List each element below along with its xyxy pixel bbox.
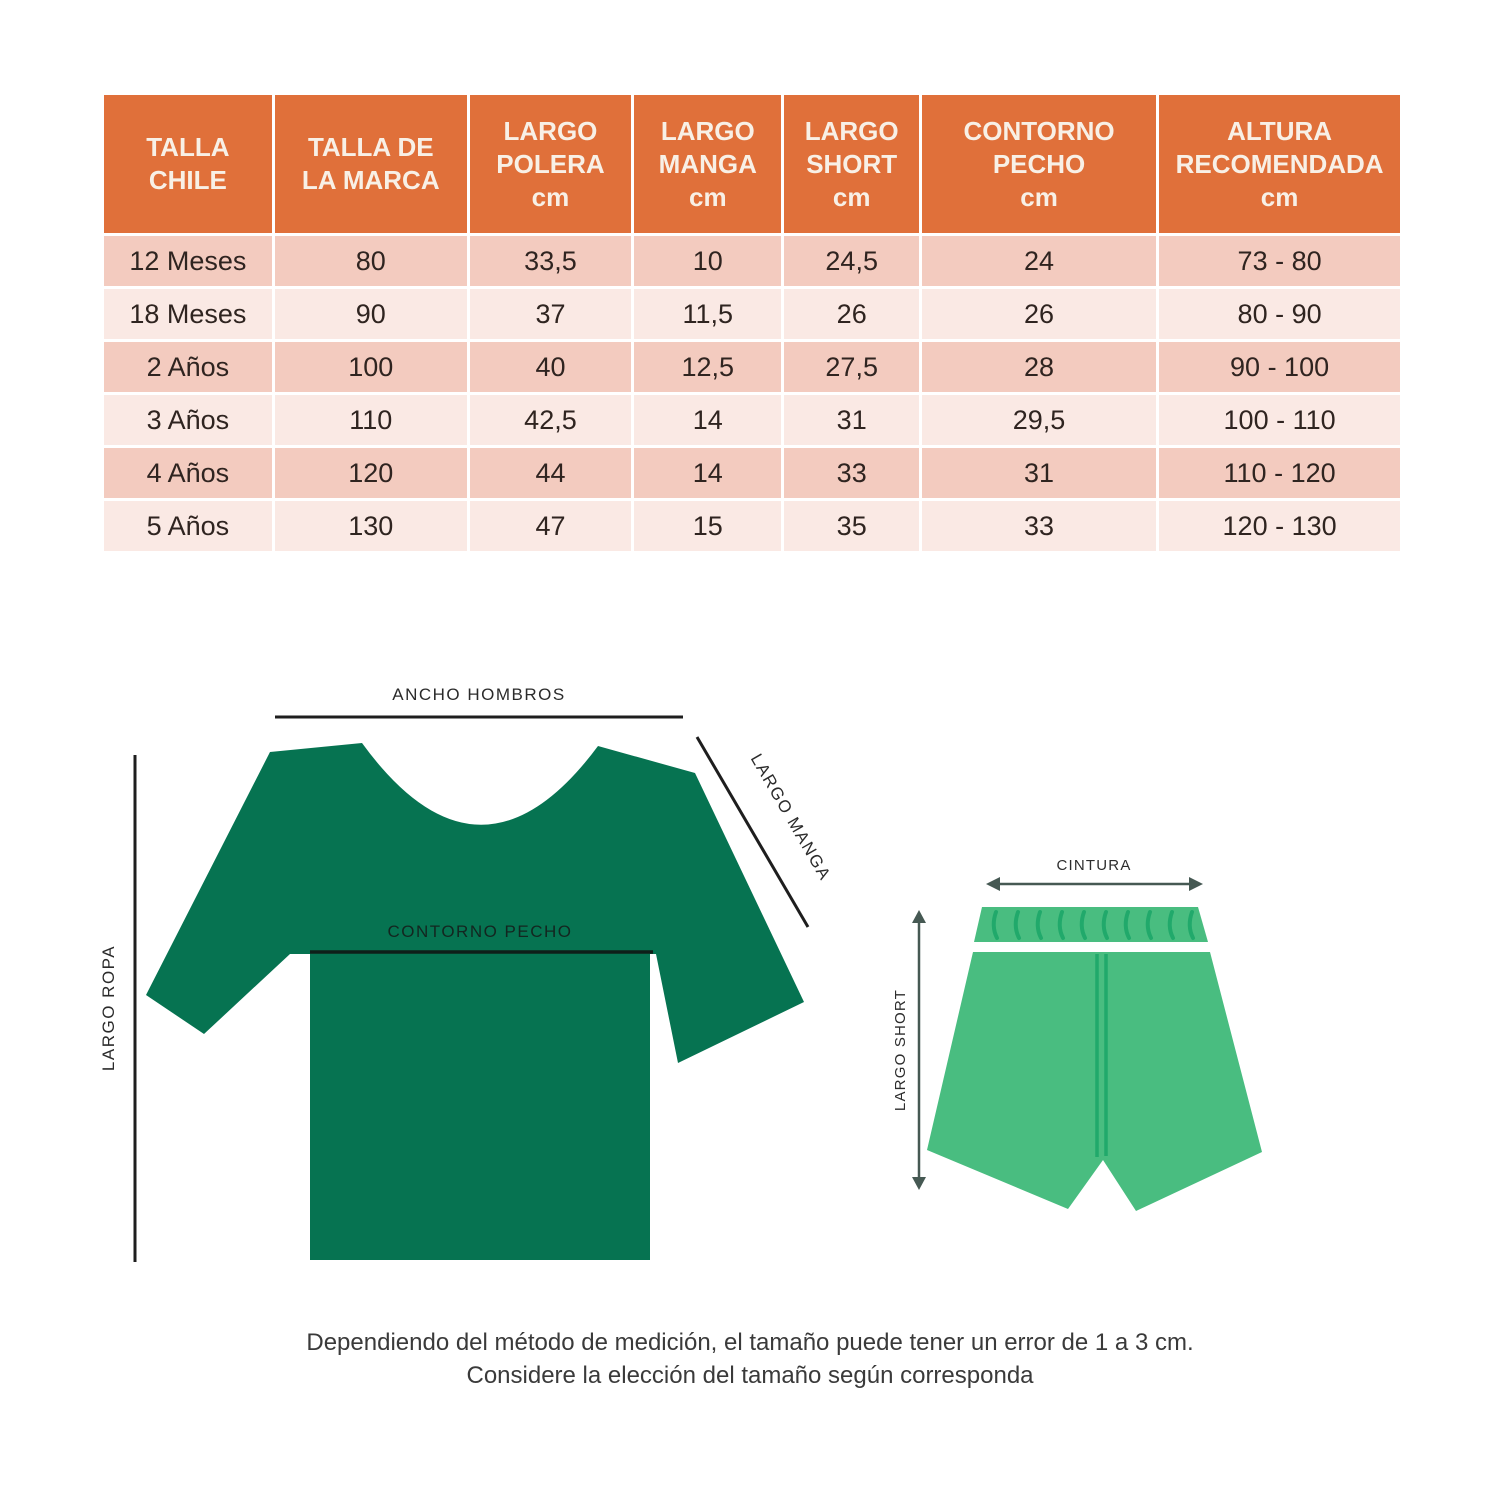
table-row: 12 Meses 80 33,5 10 24,5 24 73 - 80 xyxy=(104,236,1400,286)
table-cell: 5 Años xyxy=(104,501,272,551)
column-header: TALLA DE LA MARCA xyxy=(274,95,467,233)
table-cell: 42,5 xyxy=(469,395,632,445)
table-cell: 3 Años xyxy=(104,395,272,445)
table-cell: 33 xyxy=(921,501,1157,551)
table-cell: 2 Años xyxy=(104,342,272,392)
waist-arrow-heads xyxy=(986,877,1203,891)
table-cell: 31 xyxy=(784,395,919,445)
table-cell: 120 - 130 xyxy=(1159,501,1400,551)
table-cell: 28 xyxy=(921,342,1157,392)
size-table-container: TALLA CHILE TALLA DE LA MARCA LARGO POLERA cm L… xyxy=(101,92,1403,554)
tshirt-shape xyxy=(146,743,804,1260)
size-table: TALLA CHILE TALLA DE LA MARCA LARGO POLERA cm L… xyxy=(101,92,1403,554)
table-cell: 100 xyxy=(274,342,467,392)
waistband-stitches xyxy=(991,910,1195,940)
table-cell: 110 xyxy=(274,395,467,445)
table-cell: 24 xyxy=(921,236,1157,286)
table-cell: 90 xyxy=(274,289,467,339)
table-cell: 14 xyxy=(634,395,782,445)
footnote-line-2: Considere la elección del tamaño según c… xyxy=(466,1362,1034,1389)
sleeve-length-line xyxy=(695,736,810,928)
tshirt-measurement-diagram: ANCHO HOMBROS LARGO ROPA CONTORNO PECHO … xyxy=(99,685,835,1262)
table-cell: 18 Meses xyxy=(104,289,272,339)
table-cell: 26 xyxy=(921,289,1157,339)
garment-length-label: LARGO ROPA xyxy=(99,945,118,1071)
table-cell: 26 xyxy=(784,289,919,339)
column-header: LARGO POLERA cm xyxy=(469,95,632,233)
table-cell: 80 - 90 xyxy=(1159,289,1400,339)
table-cell: 12,5 xyxy=(634,342,782,392)
table-cell: 27,5 xyxy=(784,342,919,392)
table-cell: 37 xyxy=(469,289,632,339)
short-length-arrow-heads xyxy=(912,910,926,1190)
shorts-measurement-diagram: CINTURA LARGO SHORT xyxy=(892,857,1262,1211)
column-header: CONTORNO PECHO cm xyxy=(921,95,1157,233)
table-cell: 31 xyxy=(921,448,1157,498)
table-cell: 73 - 80 xyxy=(1159,236,1400,286)
table-cell: 47 xyxy=(469,501,632,551)
footnote: Dependiendo del método de medición, el t… xyxy=(0,1326,1500,1392)
column-header: TALLA CHILE xyxy=(104,95,272,233)
size-table-head: TALLA CHILE TALLA DE LA MARCA LARGO POLERA cm L… xyxy=(104,95,1400,233)
table-cell: 14 xyxy=(634,448,782,498)
table-cell: 80 xyxy=(274,236,467,286)
table-cell: 35 xyxy=(784,501,919,551)
chest-label: CONTORNO PECHO xyxy=(387,922,572,941)
table-row: 4 Años 120 44 14 33 31 110 - 120 xyxy=(104,448,1400,498)
table-cell: 12 Meses xyxy=(104,236,272,286)
table-cell: 110 - 120 xyxy=(1159,448,1400,498)
column-header: LARGO SHORT cm xyxy=(784,95,919,233)
table-row: 2 Años 100 40 12,5 27,5 28 90 - 100 xyxy=(104,342,1400,392)
table-cell: 24,5 xyxy=(784,236,919,286)
table-cell: 33,5 xyxy=(469,236,632,286)
table-cell: 15 xyxy=(634,501,782,551)
table-cell: 4 Años xyxy=(104,448,272,498)
table-row: 3 Años 110 42,5 14 31 29,5 100 - 110 xyxy=(104,395,1400,445)
waist-label: CINTURA xyxy=(1056,857,1131,874)
table-cell: 120 xyxy=(274,448,467,498)
column-header: ALTURA RECOMENDADA cm xyxy=(1159,95,1400,233)
table-cell: 44 xyxy=(469,448,632,498)
short-length-label: LARGO SHORT xyxy=(892,989,909,1111)
header-row: TALLA CHILE TALLA DE LA MARCA LARGO POLERA cm L… xyxy=(104,95,1400,233)
table-row: 18 Meses 90 37 11,5 26 26 80 - 90 xyxy=(104,289,1400,339)
shorts-center-seam xyxy=(1095,954,1108,1157)
size-table-body: 12 Meses 80 33,5 10 24,5 24 73 - 80 18 Meses 90 3… xyxy=(104,236,1400,551)
table-row: 5 Años 130 47 15 35 33 120 - 130 xyxy=(104,501,1400,551)
footnote-line-1: Dependiendo del método de medición, el t… xyxy=(306,1329,1194,1356)
sleeve-length-label: LARGO MANGA xyxy=(747,751,835,884)
shoulder-width-label: ANCHO HOMBROS xyxy=(392,685,565,704)
table-cell: 11,5 xyxy=(634,289,782,339)
table-cell: 40 xyxy=(469,342,632,392)
table-cell: 90 - 100 xyxy=(1159,342,1400,392)
column-header: LARGO MANGA cm xyxy=(634,95,782,233)
shorts-shape xyxy=(927,952,1262,1211)
table-cell: 29,5 xyxy=(921,395,1157,445)
table-cell: 130 xyxy=(274,501,467,551)
table-cell: 100 - 110 xyxy=(1159,395,1400,445)
table-cell: 10 xyxy=(634,236,782,286)
table-cell: 33 xyxy=(784,448,919,498)
